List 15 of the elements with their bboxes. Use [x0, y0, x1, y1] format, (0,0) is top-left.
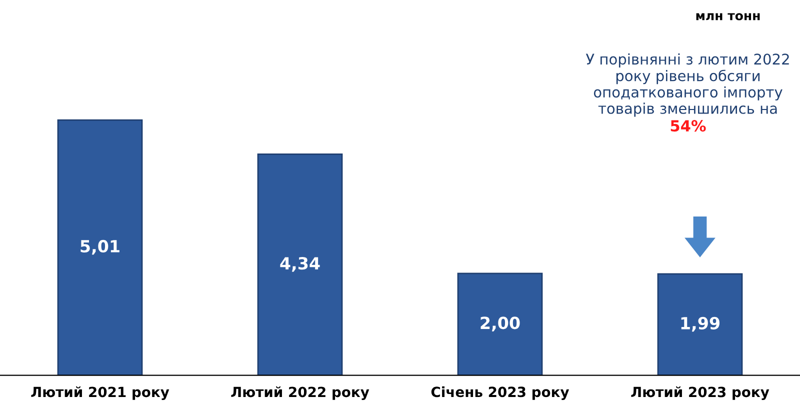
- x-tick-label: Січень 2023 року: [431, 386, 570, 400]
- data-label: 4,34: [280, 256, 320, 272]
- bar: [57, 119, 143, 376]
- x-tick-label: Лютий 2022 року: [231, 386, 370, 400]
- text: У порівнянні з лютим 2022 року рівень обсяги оподаткованого імпорту товарів зменшились на: [586, 53, 789, 117]
- data-label: 2,00: [480, 316, 520, 332]
- bar: [457, 272, 543, 376]
- x-tick-label: Лютий 2023 року: [631, 386, 770, 400]
- annotation: 54%: [670, 120, 706, 132]
- bar: [657, 273, 743, 376]
- text: млн тонн: [696, 13, 760, 20]
- x-tick-label: Лютий 2021 року: [31, 386, 170, 400]
- data-label: 1,99: [681, 316, 720, 332]
- data-label: 5,01: [80, 240, 120, 255]
- bar: [257, 154, 343, 376]
